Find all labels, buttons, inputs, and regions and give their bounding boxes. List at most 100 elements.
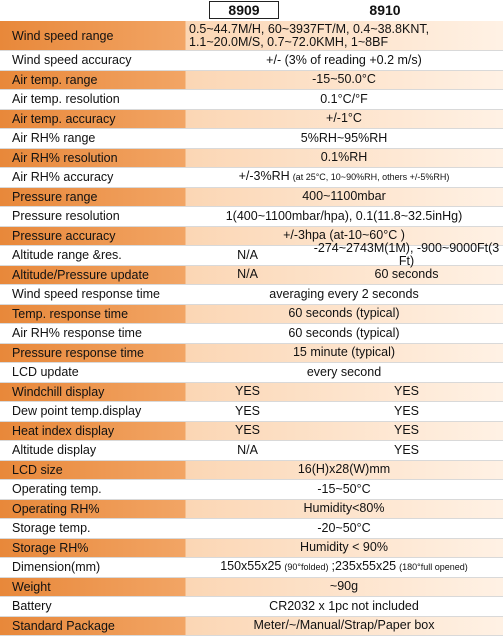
spec-row: Air RH% accuracy +/-3%RH (at 25°C, 10~90%R… [0,168,503,188]
spec-values: 1(400~1100mbar/hpa), 0.1(11.8~32.5inHg) [185,207,503,226]
spec-value: Meter/~/Manual/Strap/Paper box [185,619,503,632]
value-text: (90°folded) [284,562,329,573]
spec-row: Temp. response time 60 seconds (typical) [0,304,503,324]
spec-value: Humidity < 90% [185,541,503,554]
spec-values: 150x55x25 (90°folded) ;235x55x25 (180°full … [185,558,503,577]
spec-row: Wind speed response time averaging every … [0,285,503,305]
spec-label: Windchill display [12,384,105,399]
spec-label: Standard Package [12,618,115,633]
value-text: N/A [237,247,258,262]
spec-row: Air temp. accuracy +/-1°C [0,109,503,129]
spec-values: N/A 60 seconds [185,266,503,285]
spec-value: 0.1°C/°F [185,91,503,106]
spec-value: 5%RH~95%RH [185,130,503,145]
spec-row: LCD size 16(H)x28(W)mm [0,460,503,480]
value-text: YES [393,384,419,399]
spec-values: 0.5~44.7M/H, 60~3937FT/M, 0.4~38.8KNT, 1… [185,21,503,50]
spec-values: +/- (3% of reading +0.2 m/s) [185,51,503,70]
spec-label: Operating RH% [12,501,100,516]
spec-label: Pressure accuracy [12,228,116,243]
spec-row: Operating temp. -15~50°C [0,480,503,500]
spec-label: Air RH% accuracy [12,170,114,185]
spec-value: YES [310,403,503,418]
value-text: 5%RH~95%RH [300,130,388,145]
spec-values: +/-1°C [185,110,503,129]
spec-row: Pressure response time 15 minute (typical… [0,343,503,363]
spec-value: -15~50.0°C [185,73,503,86]
value-text: Humidity<80% [303,501,385,516]
value-text: every second [306,364,382,379]
spec-rows: Wind speed range 0.5~44.7M/H, 60~3937FT/M… [0,21,503,636]
value-text: +/- (3% of reading +0.2 m/s) [266,52,422,67]
value-text: 16(H)x28(W)mm [297,462,391,477]
spec-label: Pressure range [12,189,98,204]
value-text: -15~50°C [317,481,371,496]
value-text: YES [234,403,260,418]
spec-value: +/-1°C [185,112,503,125]
spec-value: -15~50°C [185,481,503,496]
value-text: +/-3hpa (at-10~60°C ) [283,228,405,243]
spec-label: Battery [12,599,52,614]
value-text: CR2032 x 1pc [269,598,349,613]
spec-values: Humidity < 90% [185,539,503,558]
spec-values: 0.1%RH [185,149,503,168]
spec-label: Dimension(mm) [12,560,101,575]
spec-label: Air temp. resolution [12,92,120,107]
spec-row: Heat index display YES YES [0,421,503,441]
value-text: (180°full opened) [399,562,468,573]
spec-values: -15~50°C [185,480,503,499]
spec-values: Meter/~/Manual/Strap/Paper box [185,617,503,636]
spec-label: Dew point temp.display [12,404,142,419]
spec-label: Wind speed accuracy [12,53,132,68]
spec-values: 0.1°C/°F [185,90,503,109]
spec-row: Air RH% resolution 0.1%RH [0,148,503,168]
spec-row: Air RH% range 5%RH~95%RH [0,129,503,149]
value-text: 15 minute (typical) [292,345,396,360]
spec-row: Wind speed range 0.5~44.7M/H, 60~3937FT/M… [0,21,503,51]
value-text: -15~50.0°C [312,72,376,87]
spec-value: -20~50°C [185,521,503,535]
value-text: Meter/~/Manual/Strap/Paper box [253,618,435,633]
value-text: YES [393,442,419,457]
spec-row: Altitude/Pressure update N/A 60 seconds [0,265,503,285]
spec-values: N/A -274~2743M(1M), -900~9000Ft(3 Ft) [185,242,503,268]
spec-label: Air temp. range [12,72,98,87]
spec-row: Battery CR2032 x 1pc not included [0,597,503,617]
value-text: 60 seconds [374,267,439,282]
spec-value: 60 seconds (typical) [185,307,503,320]
value-text: 400~1100mbar [302,189,386,204]
value-text: YES [234,384,260,399]
spec-values: 60 seconds (typical) [185,324,503,343]
spec-row: Pressure accuracy +/-3hpa (at-10~60°C ) [0,226,503,246]
spec-label: Wind speed range [12,28,114,43]
spec-values: every second [185,363,503,382]
spec-row: Storage RH% Humidity < 90% [0,538,503,558]
spec-value: YES [185,424,310,437]
value-text: 0.1°C/°F [320,91,368,106]
spec-value: CR2032 x 1pc not included [185,598,503,613]
spec-value: 60 seconds (typical) [185,326,503,340]
value-text: ;235x55x25 [331,559,397,574]
value-text: averaging every 2 seconds [269,286,419,301]
spec-label: LCD update [12,365,79,380]
spec-values: YES YES [185,402,503,421]
model-b: 8910 [369,2,401,18]
spec-label: Operating temp. [12,482,102,497]
spec-value: 0.1%RH [185,151,503,164]
spec-value: YES [185,385,310,398]
spec-value: Humidity<80% [185,502,503,515]
spec-value: 150x55x25 (90°folded) ;235x55x25 (180°full … [185,560,503,574]
spec-row: Wind speed accuracy +/- (3% of reading +0… [0,51,503,71]
spec-value: -274~2743M(1M), -900~9000Ft(3 Ft) [310,242,503,268]
spec-value: averaging every 2 seconds [185,286,503,301]
spec-value: N/A [185,247,310,262]
spec-value: YES [310,424,503,437]
value-text: 0.5~44.7M/H, 60~3937FT/M, 0.4~38.8KNT, 1… [189,21,430,49]
value-text: not included [351,598,419,613]
value-text: 60 seconds (typical) [288,306,400,321]
spec-row: Dew point temp.display YES YES [0,402,503,422]
value-text: YES [393,403,419,418]
spec-row: Weight ~90g [0,577,503,597]
spec-row: Air temp. resolution 0.1°C/°F [0,90,503,110]
spec-values: averaging every 2 seconds [185,285,503,304]
